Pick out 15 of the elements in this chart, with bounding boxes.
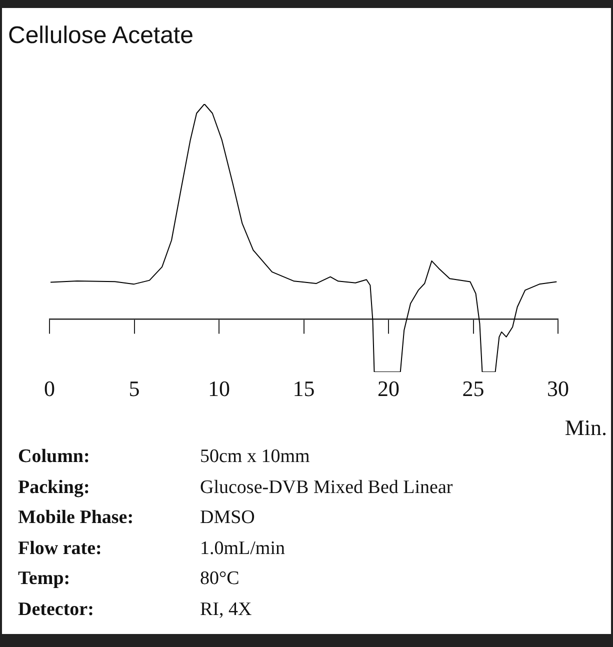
text: Detector: RI, 4X [18, 598, 252, 620]
x-axis-title: Min. [564, 415, 607, 441]
text: Packing: Glucose-DVB Mixed Bed Linear [18, 476, 453, 498]
x-tick-label: 15 [292, 376, 315, 402]
x-tick-label: 10 [208, 376, 230, 402]
x-tick-label: 5 [128, 376, 140, 402]
text: Flow rate: 1.0mL/min [18, 538, 285, 559]
text: Column: 50cm x 10mm [18, 446, 310, 468]
chart-title: Cellulose Acetate [8, 22, 194, 50]
x-tick-label: 0 [44, 376, 55, 402]
x-tick-label: 20 [378, 376, 400, 402]
x-tick-label: 25 [462, 376, 484, 402]
text: Temp: 80°C [18, 568, 240, 590]
x-tick-label: 30 [547, 376, 569, 402]
text: Mobile Phase: DMSO [18, 507, 255, 528]
